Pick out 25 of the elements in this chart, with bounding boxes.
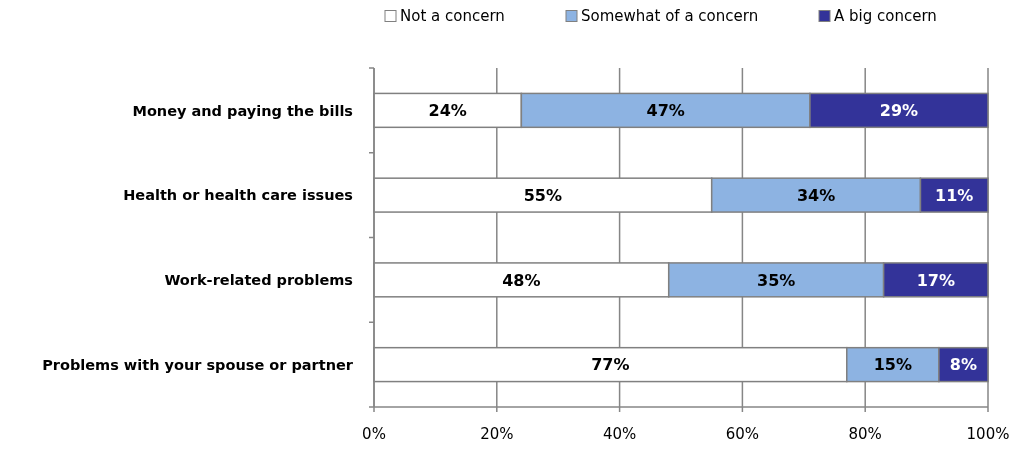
data-label: 35% <box>757 270 796 290</box>
data-label: 34% <box>796 185 836 205</box>
x-tick-label: 0% <box>362 425 386 444</box>
y-tick-label: Work-related problems <box>164 272 353 289</box>
x-tick-label: 60% <box>725 425 760 444</box>
x-tick-label: 80% <box>848 425 882 444</box>
data-label: 55% <box>523 185 562 205</box>
legend-label: Not a concern <box>400 7 505 26</box>
y-tick-label: Problems with your spouse or partner <box>42 356 354 373</box>
y-tick-label: Money and paying the bills <box>132 102 353 119</box>
data-label: 48% <box>502 270 541 290</box>
data-label: 24% <box>428 101 467 121</box>
x-tick-label: 20% <box>480 425 514 444</box>
legend-label: Somewhat of a concern <box>581 7 759 26</box>
data-label: 77% <box>591 355 630 375</box>
y-tick-label: Health or health care issues <box>123 187 353 204</box>
data-label: 8% <box>949 355 978 375</box>
data-label: 15% <box>873 355 912 375</box>
x-tick-label: 40% <box>602 425 637 444</box>
data-label: 17% <box>916 270 955 290</box>
legend-label: A big concern <box>834 7 937 26</box>
data-label: 47% <box>646 101 685 121</box>
data-label: 29% <box>879 101 919 121</box>
data-label: 11% <box>935 185 974 205</box>
x-tick-label: 100% <box>966 425 1010 444</box>
